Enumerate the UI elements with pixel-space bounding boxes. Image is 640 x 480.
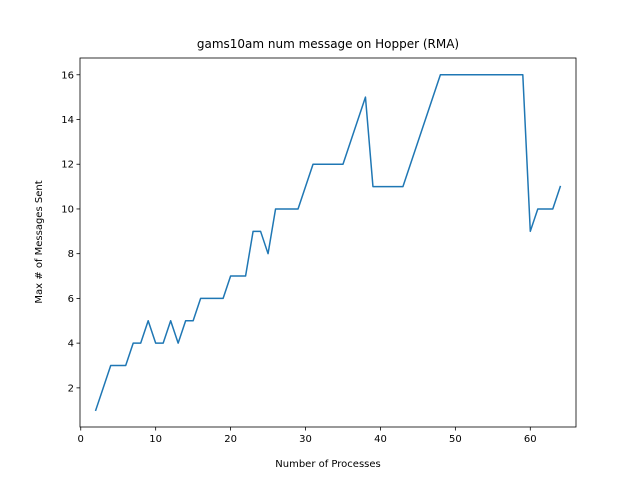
y-axis-label: Max # of Messages Sent (34, 180, 45, 303)
y-tick-label: 6 (68, 294, 74, 305)
x-axis-label: Number of Processes (275, 459, 380, 470)
x-tick-label: 20 (224, 434, 237, 445)
y-tick-label: 8 (68, 249, 74, 260)
x-tick-label: 30 (299, 434, 312, 445)
x-tick-label: 40 (374, 434, 387, 445)
chart-title: gams10am num message on Hopper (RMA) (197, 37, 459, 51)
x-tick-label: 0 (78, 434, 84, 445)
x-tick-label: 10 (149, 434, 162, 445)
x-tick-label: 50 (449, 434, 462, 445)
plot-frame (79, 57, 577, 428)
y-tick-label: 16 (61, 70, 74, 81)
plot-area: 0 10 20 30 40 50 60 2 4 6 8 10 12 14 16 (61, 57, 577, 445)
y-tick-label: 2 (68, 383, 74, 394)
y-tick-label: 12 (61, 160, 74, 171)
y-tick-label: 4 (68, 339, 74, 350)
y-tick-label: 10 (61, 204, 74, 215)
series-line (94, 74, 562, 412)
x-tick-label: 60 (524, 434, 537, 445)
y-tick-label: 14 (61, 115, 74, 126)
